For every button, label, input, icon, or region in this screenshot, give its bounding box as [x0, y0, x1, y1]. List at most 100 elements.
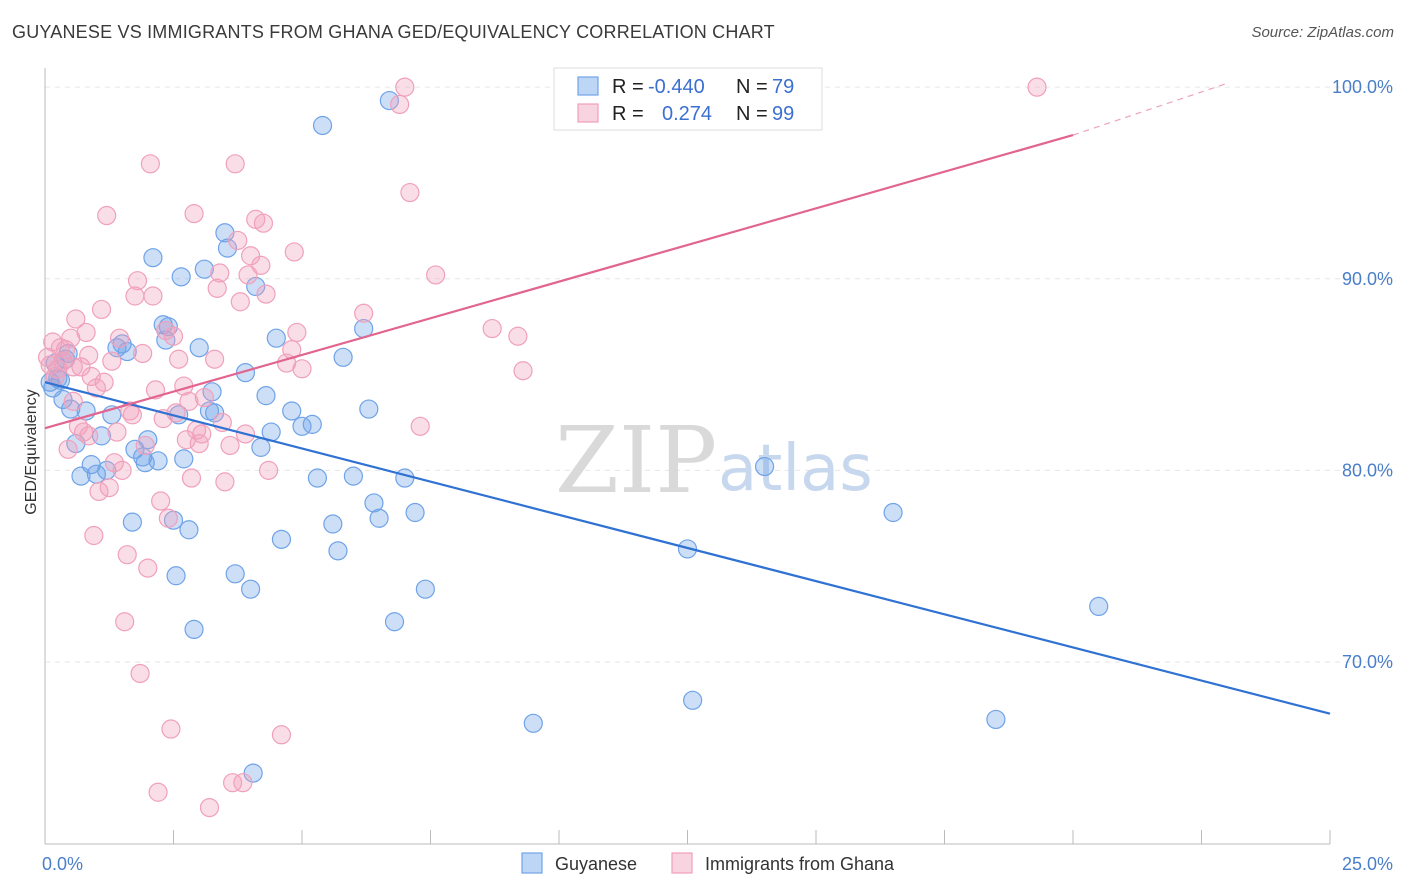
guyanese-point-74 — [883, 502, 903, 523]
ghana-point-96 — [63, 357, 83, 377]
legend-r-value-ghana: 0.274 — [662, 103, 712, 125]
ghana-point-17 — [86, 378, 107, 398]
legend-r-value-guyanese: -0.440 — [648, 76, 705, 98]
ghana-point-7 — [58, 439, 78, 459]
ghana-point-95 — [135, 435, 155, 456]
legend-r-label-guyanese: R = — [612, 76, 644, 98]
ghana-trend-line — [44, 134, 1074, 430]
ghana-point-39 — [148, 782, 168, 802]
ghana-point-77 — [287, 322, 307, 343]
ghana-trend-line-extension — [1072, 82, 1228, 136]
watermark: ZIP atlas — [555, 407, 873, 514]
legend-n-label-guyanese: N = — [736, 76, 768, 98]
guyanese-point-57 — [323, 514, 343, 534]
ghana-point-36 — [140, 154, 160, 174]
ghana-point-57 — [210, 263, 230, 283]
ghana-point-49 — [181, 468, 202, 488]
guyanese-point-70 — [523, 713, 543, 733]
ghana-point-80 — [390, 94, 410, 115]
legend-swatch-ghana — [577, 103, 599, 123]
ghana-point-20 — [94, 372, 114, 392]
watermark-zip: ZIP — [555, 407, 717, 514]
trend-lines — [44, 82, 1331, 715]
ghana-point-46 — [169, 349, 189, 369]
guyanese-point-32 — [174, 449, 194, 469]
ghana-point-63 — [230, 292, 250, 312]
axes — [44, 68, 1331, 845]
ghana-point-48 — [179, 391, 199, 411]
ghana-point-32 — [127, 271, 148, 291]
guyanese-point-6 — [61, 399, 81, 419]
guyanese-point-66 — [384, 612, 405, 632]
guyanese-point-65 — [379, 90, 399, 111]
ghana-point-53 — [194, 387, 214, 408]
guyanese-point-52 — [282, 401, 302, 421]
ghana-point-23 — [102, 351, 122, 371]
ghana-point-11 — [68, 416, 89, 436]
ghana-points — [37, 77, 1047, 818]
legend-n-value-ghana: 99 — [772, 103, 794, 125]
guyanese-point-23 — [143, 248, 163, 268]
guyanese-point-60 — [343, 466, 363, 486]
legend-bottom: Guyanese Immigrants from Ghana — [521, 852, 895, 874]
guyanese-points — [40, 90, 1109, 783]
guyanese-point-51 — [271, 529, 292, 549]
guyanese-point-50 — [266, 328, 286, 348]
ghana-point-61 — [225, 154, 245, 174]
bottom-legend-swatch-ghana — [671, 852, 693, 874]
ghana-point-26 — [112, 460, 132, 480]
chart-source: Source: ZipAtlas.com — [1251, 24, 1394, 41]
ghana-point-91 — [104, 453, 124, 473]
ghana-point-56 — [207, 278, 227, 298]
y-tick-label-3: 70.0% — [1342, 652, 1393, 672]
guyanese-point-29 — [166, 566, 186, 586]
x-tick-label-min: 0.0% — [42, 854, 83, 874]
y-tick-label-0: 100.0% — [1332, 77, 1393, 97]
guyanese-point-45 — [243, 763, 263, 783]
ghana-point-9 — [63, 391, 83, 411]
guyanese-point-69 — [415, 579, 435, 599]
guyanese-point-47 — [251, 437, 271, 457]
guyanese-point-75 — [986, 709, 1006, 730]
guyanese-point-41 — [217, 238, 238, 258]
guyanese-point-24 — [148, 451, 168, 471]
ghana-point-82 — [400, 182, 420, 203]
y-axis-label: GED/Equivalency — [23, 389, 40, 514]
guyanese-point-72 — [683, 690, 703, 710]
ghana-point-72 — [258, 460, 279, 480]
legend-swatch-guyanese — [577, 76, 599, 96]
ghana-point-33 — [130, 663, 150, 684]
ghana-point-19 — [91, 299, 112, 320]
ghana-point-66 — [238, 265, 258, 285]
ghana-point-92 — [166, 403, 186, 423]
ghana-point-67 — [241, 246, 261, 266]
ghana-point-37 — [143, 286, 163, 306]
ghana-point-14 — [79, 345, 99, 366]
ghana-point-50 — [184, 204, 204, 224]
ghana-point-90 — [73, 422, 94, 442]
guyanese-point-42 — [225, 564, 245, 584]
ghana-point-83 — [410, 416, 430, 436]
bottom-legend-swatch-guyanese — [521, 852, 543, 874]
guyanese-point-31 — [171, 267, 191, 287]
ghana-point-70 — [253, 213, 274, 233]
legend-n-label-ghana: N = — [736, 103, 768, 125]
ghana-point-76 — [284, 242, 304, 262]
ghana-point-84 — [426, 265, 446, 285]
guyanese-point-33 — [179, 520, 199, 540]
guyanese-point-36 — [194, 259, 214, 279]
guyanese-point-67 — [395, 468, 415, 488]
ghana-point-60 — [223, 773, 243, 793]
ghana-point-54 — [199, 797, 220, 818]
ghana-point-64 — [233, 773, 253, 793]
guyanese-point-55 — [307, 468, 328, 488]
guyanese-point-18 — [122, 512, 142, 532]
ghana-point-85 — [482, 318, 502, 339]
ghana-point-6 — [55, 340, 76, 360]
ghana-point-22 — [99, 478, 119, 498]
guyanese-point-44 — [241, 579, 261, 599]
ghana-point-62 — [228, 230, 248, 251]
guyanese-point-63 — [364, 493, 384, 513]
guyanese-point-58 — [328, 541, 348, 561]
